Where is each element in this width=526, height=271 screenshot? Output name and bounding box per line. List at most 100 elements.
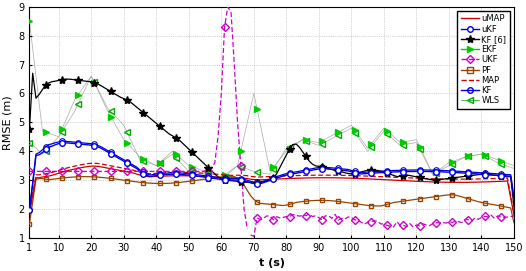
UKF <box>378 222 384 225</box>
KF [6] <box>430 178 436 182</box>
WLS <box>238 165 244 168</box>
WLS <box>108 110 114 113</box>
WLS <box>302 139 309 142</box>
uMAP <box>26 212 33 215</box>
KF <box>221 177 228 180</box>
uKF <box>511 197 517 201</box>
PF <box>221 175 228 179</box>
WLS <box>449 162 456 166</box>
WLS <box>124 130 130 134</box>
KF <box>430 169 436 172</box>
WLS <box>287 145 293 148</box>
Line: UKF: UKF <box>250 214 514 236</box>
WLS <box>417 147 423 150</box>
UKF <box>306 212 312 216</box>
UKF <box>329 217 335 220</box>
Line: uKF: uKF <box>29 143 514 210</box>
EKF <box>124 141 130 145</box>
WLS <box>498 162 504 166</box>
UKF <box>247 233 254 237</box>
MAP <box>511 212 517 215</box>
EKF <box>466 155 472 158</box>
KF [6] <box>29 72 36 75</box>
uKF <box>26 209 33 212</box>
PF <box>511 221 517 224</box>
PF <box>82 175 88 178</box>
EKF <box>400 140 407 144</box>
EKF <box>498 159 504 163</box>
EKF <box>221 173 228 176</box>
WLS <box>43 149 49 152</box>
KF [6] <box>26 127 33 131</box>
KF [6] <box>365 169 371 172</box>
uKF <box>283 173 289 177</box>
MAP <box>26 210 33 214</box>
EKF <box>205 171 211 174</box>
WLS <box>221 176 228 179</box>
EKF <box>108 115 114 118</box>
PF <box>430 195 436 199</box>
MAP <box>365 175 371 178</box>
UKF <box>459 221 465 224</box>
EKF <box>433 170 439 174</box>
EKF <box>270 166 277 169</box>
uKF <box>302 170 309 173</box>
Line: KF: KF <box>29 141 514 210</box>
WLS <box>92 81 98 84</box>
WLS <box>319 142 325 145</box>
uMAP <box>283 177 289 180</box>
EKF <box>238 150 244 153</box>
WLS <box>335 133 341 137</box>
uMAP <box>365 177 371 180</box>
EKF <box>368 143 374 146</box>
EKF <box>189 165 195 168</box>
WLS <box>156 162 163 165</box>
EKF <box>43 130 49 134</box>
uMAP <box>302 176 309 180</box>
KF [6] <box>283 153 289 157</box>
EKF <box>75 93 82 96</box>
EKF <box>254 107 260 111</box>
MAP <box>189 171 195 174</box>
uMAP <box>430 180 436 183</box>
uMAP <box>92 164 98 168</box>
uMAP <box>511 214 517 217</box>
KF <box>62 140 68 143</box>
UKF <box>326 214 332 217</box>
EKF <box>481 154 488 157</box>
uKF <box>189 174 195 177</box>
EKF <box>92 81 98 85</box>
WLS <box>270 167 277 171</box>
KF <box>365 170 371 174</box>
Line: MAP: MAP <box>29 163 514 213</box>
EKF <box>449 160 456 163</box>
Line: PF: PF <box>29 177 514 224</box>
uMAP <box>221 176 228 179</box>
uKF <box>62 141 68 144</box>
Y-axis label: RMSE (m): RMSE (m) <box>3 95 13 150</box>
WLS <box>254 170 260 174</box>
EKF <box>319 139 325 142</box>
WLS <box>189 170 195 174</box>
EKF <box>140 157 146 160</box>
uMAP <box>189 174 195 178</box>
MAP <box>283 174 289 178</box>
X-axis label: t (s): t (s) <box>259 258 285 268</box>
Line: EKF: EKF <box>26 18 504 178</box>
Line: uMAP: uMAP <box>29 166 514 215</box>
EKF <box>351 128 358 131</box>
EKF <box>335 130 341 134</box>
Legend: uMAP, uKF, KF [6], EKF, UKF, PF, MAP, KF, WLS: uMAP, uKF, KF [6], EKF, UKF, PF, MAP, KF… <box>457 11 510 109</box>
PF <box>26 222 33 226</box>
KF [6] <box>189 151 195 154</box>
WLS <box>368 146 374 149</box>
EKF <box>173 152 179 156</box>
uKF <box>365 172 371 175</box>
WLS <box>173 156 179 159</box>
MAP <box>221 173 228 176</box>
KF <box>283 172 289 175</box>
KF [6] <box>511 205 517 208</box>
WLS <box>351 131 358 134</box>
EKF <box>302 138 309 142</box>
EKF <box>417 145 423 148</box>
